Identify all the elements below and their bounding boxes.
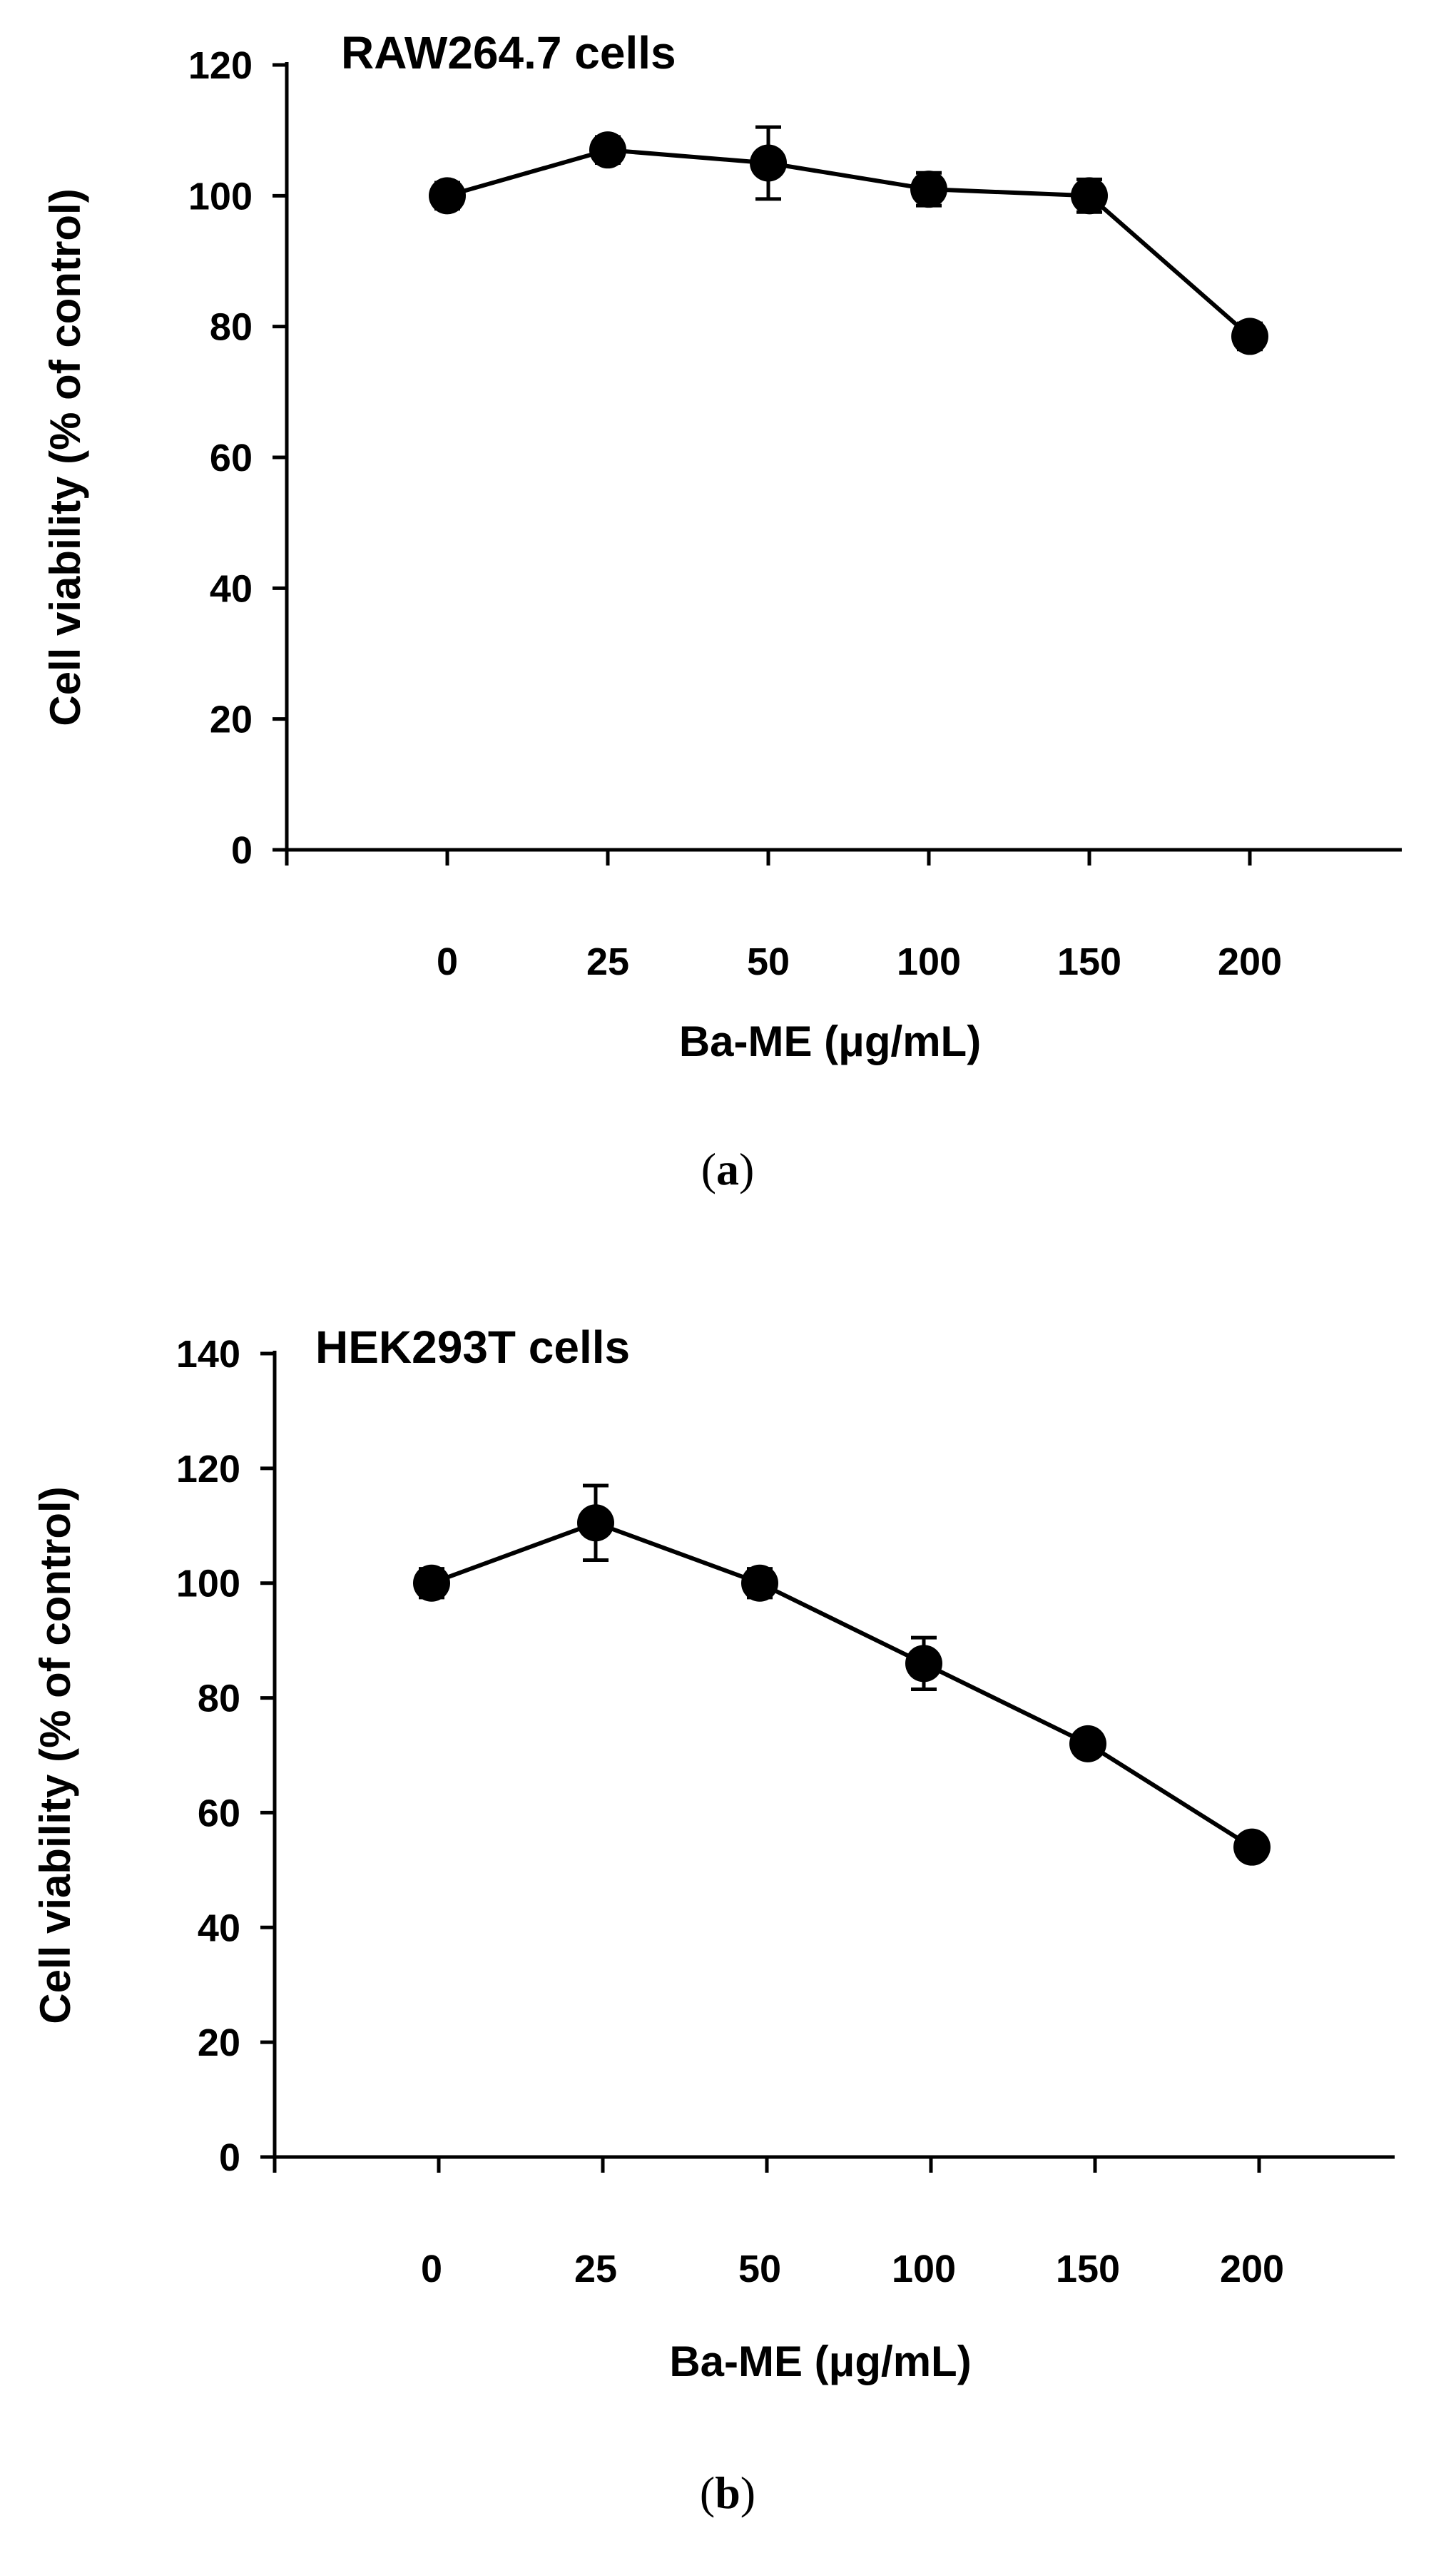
y-tick-label: 120 bbox=[188, 44, 253, 87]
y-tick-label: 100 bbox=[188, 175, 253, 218]
panel-label: (b) bbox=[700, 2467, 755, 2518]
data-point bbox=[1071, 177, 1108, 215]
x-tick-label: 25 bbox=[586, 940, 629, 983]
chart-panel-a: 0 20 40 60 80 100 120 0 25 50 100 150 200 RAW264.7 ce… bbox=[41, 27, 1402, 1194]
x-tick-label: 100 bbox=[892, 2248, 956, 2290]
y-tick-label: 20 bbox=[198, 2021, 240, 2064]
x-tick-label: 150 bbox=[1057, 940, 1121, 983]
x-tick-label: 50 bbox=[738, 2248, 781, 2290]
x-tick-label: 150 bbox=[1056, 2248, 1120, 2290]
data-point bbox=[1233, 1828, 1271, 1866]
y-tick-label: 0 bbox=[231, 829, 253, 872]
data-point bbox=[750, 144, 787, 182]
chart-panel-b: 0 20 40 60 80 100 120 140 0 25 50 100 150 200 HEK293T … bbox=[31, 1321, 1395, 2518]
y-tick-label: 40 bbox=[210, 567, 253, 610]
x-tick-label: 0 bbox=[437, 940, 458, 983]
y-tick-label: 120 bbox=[176, 1448, 240, 1491]
chart-title: HEK293T cells bbox=[315, 1321, 630, 1373]
data-point bbox=[1231, 318, 1268, 355]
panel-label: (a) bbox=[701, 1144, 755, 1194]
x-tick-label: 0 bbox=[421, 2248, 442, 2290]
x-tick-label: 100 bbox=[897, 940, 961, 983]
x-tick-label: 25 bbox=[574, 2248, 617, 2290]
series-line bbox=[447, 148, 1251, 338]
series-line bbox=[430, 1521, 1253, 1849]
data-point bbox=[577, 1504, 614, 1542]
y-tick-label: 40 bbox=[198, 1907, 240, 1949]
x-tick-label: 200 bbox=[1218, 940, 1282, 983]
x-tick-label: 50 bbox=[747, 940, 790, 983]
y-tick-label: 0 bbox=[219, 2136, 240, 2179]
x-axis-title: Ba-ME (μg/mL) bbox=[669, 2338, 971, 2385]
data-point bbox=[910, 171, 947, 208]
chart-title: RAW264.7 cells bbox=[341, 27, 676, 78]
y-tick-label: 20 bbox=[210, 699, 253, 741]
y-tick-label: 140 bbox=[176, 1333, 240, 1376]
x-axis-title: Ba-ME (μg/mL) bbox=[679, 1017, 981, 1065]
y-tick-label: 60 bbox=[210, 437, 253, 479]
x-tick-label: 200 bbox=[1220, 2248, 1284, 2290]
data-point bbox=[1069, 1725, 1106, 1762]
data-point bbox=[589, 131, 626, 169]
y-axis-title: Cell viability (% of control) bbox=[41, 188, 89, 726]
data-point bbox=[905, 1645, 942, 1683]
data-point bbox=[413, 1564, 450, 1602]
y-tick-label: 80 bbox=[210, 306, 253, 349]
data-point bbox=[741, 1564, 778, 1602]
y-tick-label: 60 bbox=[198, 1792, 240, 1834]
y-tick-label: 100 bbox=[176, 1563, 240, 1605]
y-tick-label: 80 bbox=[198, 1678, 240, 1720]
data-point bbox=[429, 177, 466, 215]
y-axis-title: Cell viability (% of control) bbox=[31, 1486, 79, 2024]
